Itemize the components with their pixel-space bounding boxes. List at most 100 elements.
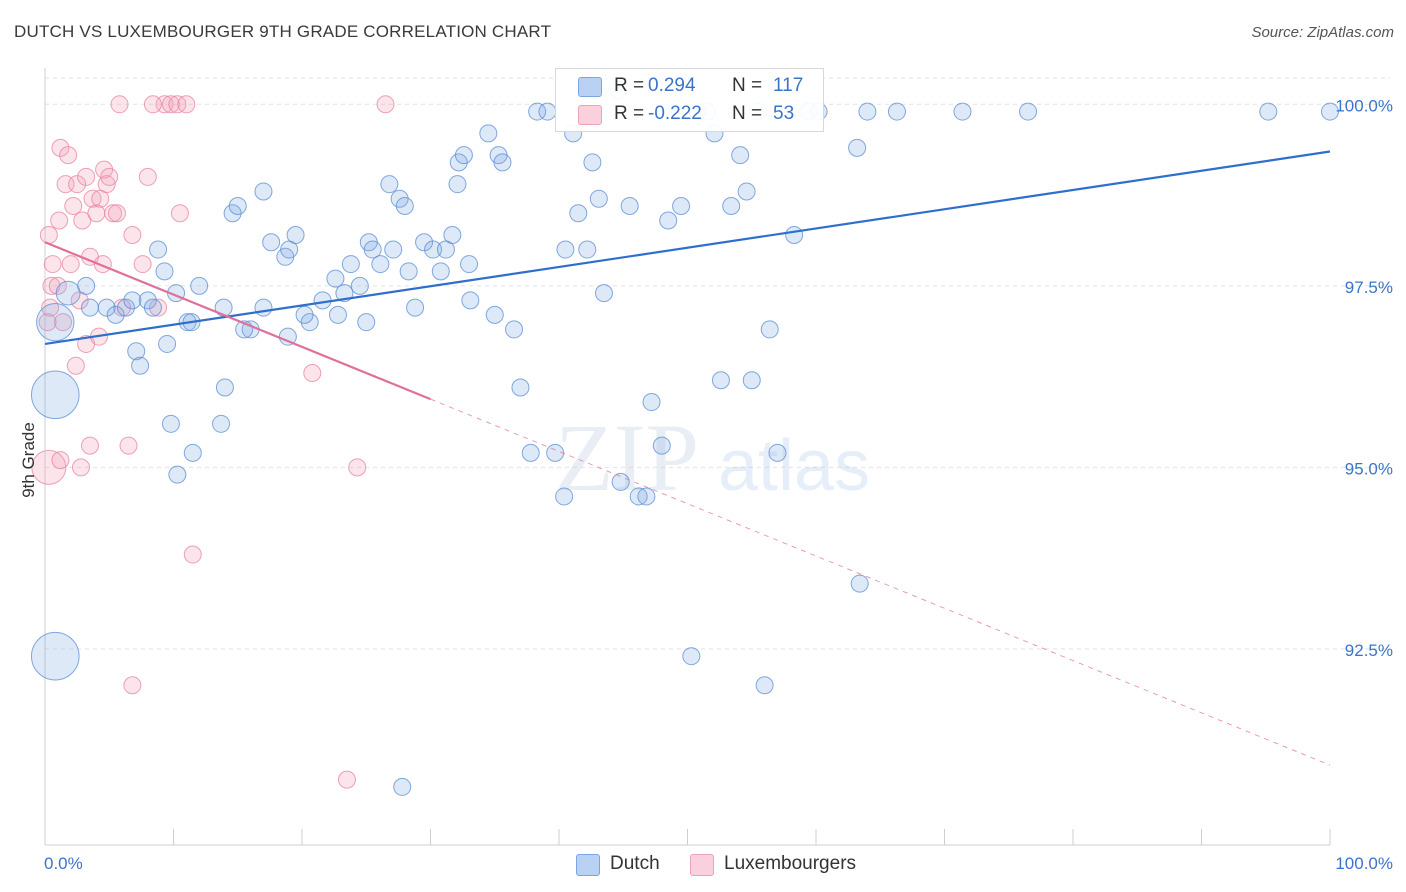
dutch-point: [313, 291, 332, 310]
dutch-point: [106, 305, 125, 324]
dutch-point: [80, 298, 99, 317]
dutch-point: [357, 313, 376, 332]
luxembourgers-point: [123, 676, 142, 695]
tick-labels: 100.0% 97.5% 95.0% 92.5% 0.0% 100.0%: [44, 96, 1393, 873]
dutch-point: [30, 631, 80, 681]
dutch-point: [341, 255, 360, 274]
dutch-point: [443, 226, 462, 245]
dutch-point: [578, 240, 597, 259]
luxembourgers-point: [133, 255, 152, 274]
luxembourgers-point: [83, 189, 102, 208]
luxembourgers-point: [303, 363, 322, 382]
dutch-point: [768, 443, 787, 462]
dutch-point: [399, 262, 418, 281]
dutch-point: [652, 436, 671, 455]
legend-n-label: N =: [732, 75, 763, 96]
luxembourgers-point: [73, 211, 92, 230]
y-axis-label: 9th Grade: [19, 422, 38, 498]
luxembourgers-point: [31, 449, 67, 485]
luxembourgers-point: [177, 95, 196, 114]
dutch-point: [212, 414, 231, 433]
dutch-point: [556, 240, 575, 259]
dutch-point: [722, 196, 741, 215]
luxembourgers-point: [123, 226, 142, 245]
dutch-point: [371, 255, 390, 274]
dutch-point: [127, 342, 146, 361]
luxembourgers-point: [149, 298, 168, 317]
dutch-point: [1259, 102, 1278, 121]
luxembourgers-point: [119, 436, 138, 455]
dutch-point: [77, 276, 96, 295]
dutch-point: [326, 269, 345, 288]
dutch-point: [97, 298, 116, 317]
legend-row-luxembourgers: R = -0.222 N = 53: [556, 100, 823, 128]
luxembourgers-point: [42, 276, 61, 295]
luxembourgers-point: [38, 313, 57, 332]
luxembourgers-point: [337, 770, 356, 789]
dutch-point: [589, 189, 608, 208]
dutch-point: [887, 102, 906, 121]
dutch-point: [350, 276, 369, 295]
dutch-point: [254, 182, 273, 201]
dutch-point: [848, 138, 867, 157]
dutch-point: [611, 472, 630, 491]
dutch-point: [393, 777, 412, 796]
x-tick-label: 100.0%: [1335, 854, 1393, 873]
luxembourgers-swatch: [690, 854, 714, 876]
luxembourgers-point: [71, 458, 90, 477]
dutch-point: [286, 226, 305, 245]
luxembourgers-point: [51, 138, 70, 157]
luxembourgers-point: [48, 276, 67, 295]
luxembourgers-point: [113, 298, 132, 317]
dutch-point: [850, 574, 869, 593]
dutch-point: [785, 226, 804, 245]
dutch-point: [737, 182, 756, 201]
legend-r-label: R =: [614, 75, 645, 96]
luxembourgers-point: [348, 458, 367, 477]
dutch-point: [155, 262, 174, 281]
dutch-point: [555, 487, 574, 506]
dutch-point: [380, 175, 399, 194]
luxembourgers-point: [61, 255, 80, 274]
luxembourgers-point: [53, 313, 72, 332]
dutch-point: [858, 102, 877, 121]
dutch-point: [262, 233, 281, 252]
dutch-points: [30, 80, 1339, 796]
dutch-point: [215, 378, 234, 397]
dutch-point: [682, 647, 701, 666]
luxembourgers-point: [80, 436, 99, 455]
dutch-point: [228, 196, 247, 215]
dutch-point: [158, 334, 177, 353]
dutch-point: [168, 465, 187, 484]
dutch-point: [479, 124, 498, 143]
legend-r-value: -0.222: [648, 103, 702, 124]
x-tick-label: 0.0%: [44, 854, 83, 873]
watermark-atlas: atlas: [718, 426, 870, 506]
dutch-point: [505, 320, 524, 339]
dutch-point: [131, 356, 150, 375]
watermark-zip: ZIP: [555, 404, 699, 511]
dutch-point: [731, 146, 750, 165]
dutch-point: [448, 175, 467, 194]
dutch-point: [760, 320, 779, 339]
dutch-point: [328, 305, 347, 324]
dutch-point: [460, 255, 479, 274]
luxembourgers-point: [39, 226, 58, 245]
y-tick-label: 97.5%: [1345, 278, 1393, 297]
luxembourgers-point: [64, 196, 83, 215]
luxembourgers-point: [104, 204, 123, 223]
trend-lines: [44, 150, 1331, 766]
chart-title: DUTCH VS LUXEMBOURGER 9TH GRADE CORRELAT…: [14, 22, 552, 41]
luxembourgers-point: [161, 95, 180, 114]
dutch-point: [461, 291, 480, 310]
dutch-point: [363, 240, 382, 259]
dutch-point: [149, 240, 168, 259]
dutch-point: [672, 196, 691, 215]
dutch-trend-line: [44, 150, 1331, 346]
axes: [44, 68, 1331, 846]
luxembourgers-point: [183, 545, 202, 564]
luxembourgers-trend-extension: [430, 398, 1331, 766]
dutch-point: [395, 196, 414, 215]
dutch-point: [116, 298, 135, 317]
legend-n-value: 117: [773, 75, 804, 96]
